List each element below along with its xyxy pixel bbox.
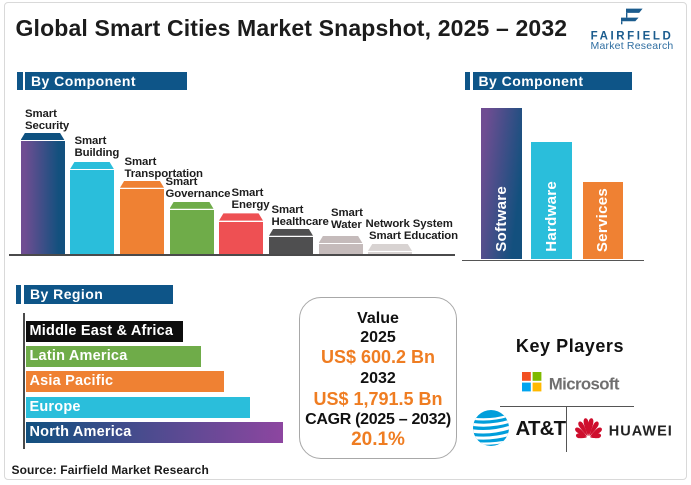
svg-text:FAIRFIELD: FAIRFIELD	[591, 30, 674, 42]
svg-text:HUAWEI: HUAWEI	[609, 423, 673, 439]
svg-text:AT&T: AT&T	[516, 418, 567, 440]
svg-text:Microsoft: Microsoft	[549, 374, 620, 392]
svg-text:Market Research: Market Research	[591, 40, 674, 52]
